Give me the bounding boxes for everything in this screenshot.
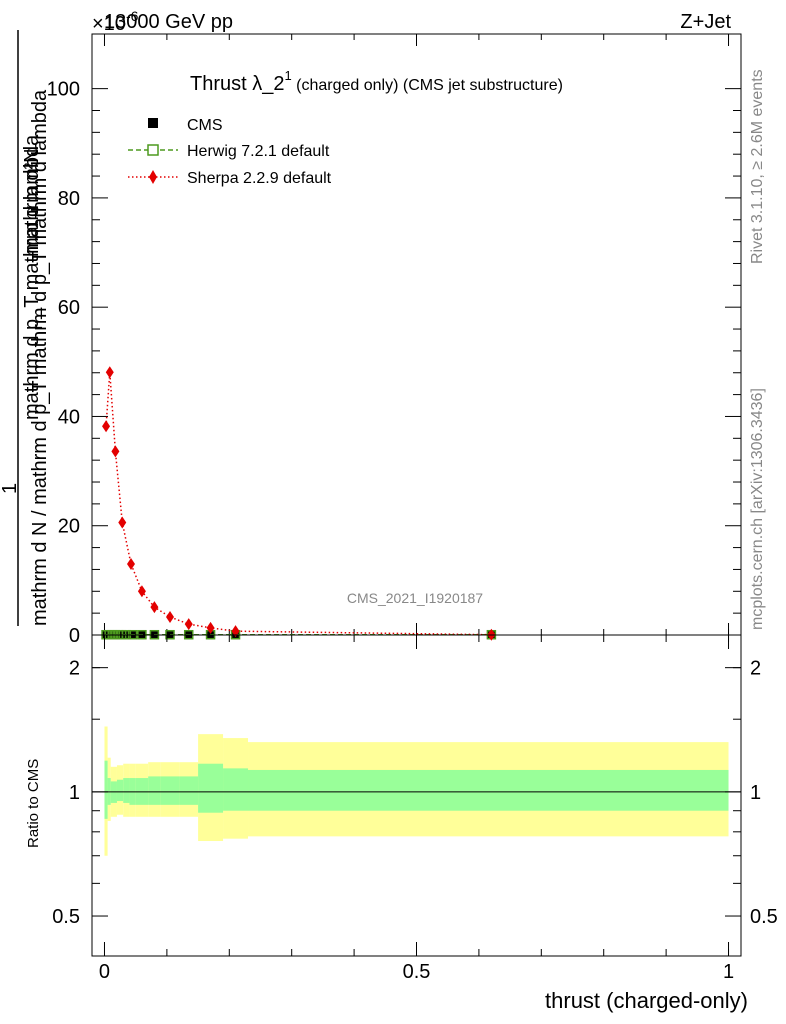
sherpa-point	[118, 516, 127, 529]
stat-uncertainty-band	[148, 776, 161, 805]
analysis-watermark: CMS_2021_I1920187	[347, 590, 483, 606]
main-ytick-label: 40	[58, 406, 80, 428]
main-axis-ticks: 0 20 40 60 80 100	[47, 34, 741, 647]
sherpa-point	[231, 625, 240, 638]
xtick-label: 1	[723, 961, 734, 983]
stat-uncertainty-band	[198, 763, 224, 813]
ylabel-denominator: mathrm d N / mathrm d p_T mathrm d p_T m…	[29, 89, 51, 626]
legend-label-herwig: Herwig 7.2.1 default	[187, 143, 330, 160]
ratio-axis-ticks: 0.5 0.5 1 1 2 2 0 0.5 1	[52, 635, 778, 983]
chart-title-suffix: (charged only) (CMS jet substructure)	[292, 77, 563, 94]
stat-uncertainty-band	[179, 776, 199, 805]
legend-marker-herwig	[147, 144, 159, 156]
ylabel-numerator: 1	[0, 483, 21, 494]
svg-text:mathrm d p_T mathrm d lambda: mathrm d p_T mathrm d lambda	[21, 134, 43, 420]
main-ytick-label: 100	[47, 79, 80, 101]
series-line-2	[105, 372, 492, 636]
energy-label: 13000 GeV pp	[104, 11, 233, 33]
process-label: Z+Jet	[680, 11, 731, 33]
ratio-ylabel: Ratio to CMS	[25, 759, 42, 848]
chart-title-sup: 1	[284, 68, 291, 83]
stat-uncertainty-band	[160, 776, 180, 805]
ratio-ytick-label-right: 1	[750, 782, 761, 804]
sherpa-point	[166, 610, 175, 623]
svg-text:mathrm d N / mathrm d p_T math: mathrm d N / mathrm d p_T mathrm d p_T m…	[29, 89, 51, 626]
xaxis-label: thrust (charged-only)	[545, 988, 748, 1013]
xtick-label: 0.5	[403, 961, 431, 983]
sherpa-point	[184, 618, 193, 631]
stat-uncertainty-band	[223, 768, 249, 811]
multiplier-exponent: -6	[126, 8, 139, 24]
multiplier-label: ×10-6	[92, 8, 139, 35]
ylabel-numerator2: mathrm d²N	[21, 148, 43, 254]
main-ytick-label: 80	[58, 188, 80, 210]
stat-uncertainty-band	[104, 760, 108, 819]
main-ytick-label: 60	[58, 297, 80, 319]
stat-uncertainty-band	[248, 769, 729, 811]
ratio-ytick-label-right: 0.5	[750, 906, 778, 928]
ratio-ytick-label-right: 2	[750, 658, 761, 680]
legend-marker-sherpa	[149, 170, 157, 184]
ylabel-denominator2: mathrm d p_T mathrm d lambda	[21, 134, 43, 420]
svg-text:mathrm d²N: mathrm d²N	[21, 148, 43, 254]
chart-title: Thrust λ_21 (charged only) (CMS jet subs…	[190, 68, 563, 95]
sherpa-point	[150, 601, 159, 614]
ratio-bands-layer	[92, 726, 741, 856]
ratio-ytick-label: 0.5	[52, 906, 80, 928]
sherpa-point	[137, 585, 146, 598]
main-ylabel: mathrm d N / mathrm d p_T mathrm d p_T m…	[0, 30, 51, 626]
ratio-ytick-label: 2	[69, 658, 80, 680]
main-ytick-label: 0	[69, 625, 80, 647]
sherpa-point	[105, 366, 114, 379]
rivet-label: Rivet 3.1.10, ≥ 2.6M events	[749, 69, 766, 264]
main-ytick-label: 20	[58, 516, 80, 538]
legend: CMS Herwig 7.2.1 default Sherpa 2.2.9 de…	[128, 117, 332, 187]
sherpa-point	[102, 420, 111, 433]
stat-uncertainty-band	[116, 779, 124, 802]
sherpa-point	[206, 621, 215, 634]
mcplots-label: mcplots.cern.ch [arXiv:1306.3436]	[749, 388, 766, 630]
ratio-ytick-label: 1	[69, 782, 80, 804]
sherpa-point	[111, 445, 120, 458]
legend-label-sherpa: Sherpa 2.2.9 default	[187, 170, 332, 187]
stat-uncertainty-band	[123, 778, 130, 803]
legend-marker-cms	[148, 118, 158, 128]
sherpa-point	[127, 557, 136, 570]
xtick-label: 0	[99, 961, 110, 983]
legend-label-cms: CMS	[187, 117, 223, 134]
